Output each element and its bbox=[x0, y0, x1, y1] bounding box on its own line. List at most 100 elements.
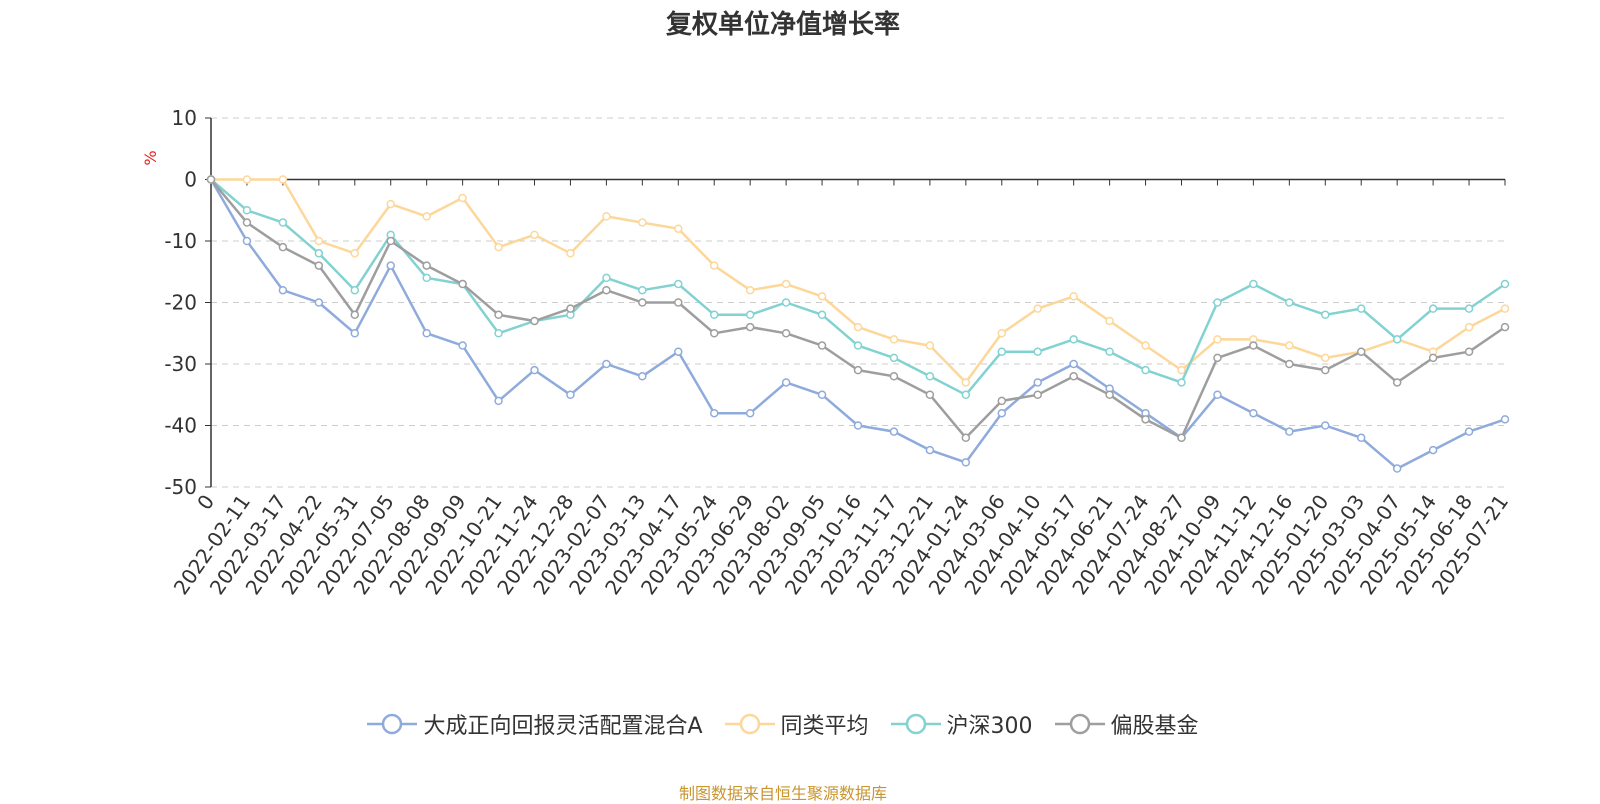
data-point-1 bbox=[1321, 353, 1330, 363]
data-point-2 bbox=[961, 390, 971, 399]
data-point-0 bbox=[350, 329, 360, 338]
data-point-1 bbox=[745, 285, 755, 295]
data-point-2 bbox=[1428, 304, 1438, 313]
data-point-2 bbox=[1141, 365, 1150, 375]
data-point-2 bbox=[242, 206, 252, 215]
data-point-3 bbox=[566, 304, 575, 313]
data-point-0 bbox=[781, 378, 791, 387]
legend-label: 偏股基金 bbox=[1110, 714, 1199, 739]
data-point-3 bbox=[1105, 390, 1114, 399]
data-point-0 bbox=[674, 347, 683, 356]
data-point-3 bbox=[817, 341, 827, 350]
data-point-0 bbox=[1428, 445, 1438, 455]
data-point-3 bbox=[889, 372, 899, 381]
y-tick-label: -20 bbox=[164, 291, 197, 315]
y-tick-label: -30 bbox=[164, 352, 197, 376]
y-axis-label: % bbox=[141, 150, 160, 165]
data-point-2 bbox=[602, 273, 611, 283]
data-point-2 bbox=[745, 310, 755, 320]
data-point-1 bbox=[1285, 341, 1294, 350]
data-point-2 bbox=[494, 329, 503, 338]
data-point-1 bbox=[458, 193, 467, 203]
data-point-3 bbox=[278, 242, 288, 252]
legend-label: 同类平均 bbox=[780, 714, 869, 739]
data-point-2 bbox=[1105, 347, 1114, 356]
data-point-1 bbox=[386, 199, 395, 209]
data-point-2 bbox=[1069, 335, 1078, 344]
legend-marker-icon bbox=[1054, 713, 1105, 735]
data-point-3 bbox=[1392, 378, 1402, 387]
series-line-2 bbox=[210, 178, 1506, 397]
data-point-3 bbox=[1356, 347, 1366, 356]
data-point-2 bbox=[1321, 310, 1330, 320]
data-point-3 bbox=[1285, 359, 1294, 369]
data-point-0 bbox=[530, 365, 539, 375]
data-point-2 bbox=[1464, 304, 1474, 313]
chart-title: 复权单位净值增长率 bbox=[665, 10, 900, 40]
data-point-0 bbox=[458, 341, 467, 350]
y-tick-label: 0 bbox=[184, 168, 197, 192]
data-point-1 bbox=[709, 261, 719, 270]
series-line-1 bbox=[211, 178, 1506, 384]
data-point-0 bbox=[638, 372, 647, 381]
data-point-3 bbox=[925, 390, 935, 399]
data-point-0 bbox=[925, 445, 935, 455]
legend-label: 大成正向回报灵活配置混合A bbox=[423, 714, 703, 739]
data-point-1 bbox=[422, 212, 431, 221]
data-point-1 bbox=[242, 175, 252, 184]
data-point-1 bbox=[925, 341, 935, 350]
data-point-2 bbox=[997, 347, 1007, 356]
data-point-1 bbox=[494, 242, 503, 252]
data-point-1 bbox=[602, 212, 611, 221]
data-point-2 bbox=[1285, 298, 1294, 307]
data-point-0 bbox=[1285, 427, 1294, 436]
data-point-2 bbox=[1033, 347, 1042, 356]
data-point-2 bbox=[817, 310, 827, 320]
data-point-3 bbox=[745, 322, 755, 332]
data-point-2 bbox=[638, 285, 647, 295]
data-point-3 bbox=[1249, 341, 1258, 350]
data-point-3 bbox=[1500, 322, 1510, 332]
data-point-1 bbox=[1213, 335, 1222, 344]
data-point-0 bbox=[745, 408, 755, 418]
data-point-3 bbox=[206, 175, 216, 184]
data-point-3 bbox=[709, 329, 719, 338]
data-point-2 bbox=[853, 341, 863, 350]
y-tick-label: -10 bbox=[164, 229, 197, 253]
data-point-0 bbox=[997, 408, 1007, 418]
data-point-3 bbox=[314, 261, 324, 270]
legend-marker-icon bbox=[890, 713, 941, 735]
data-point-2 bbox=[674, 279, 683, 289]
data-point-1 bbox=[566, 249, 575, 258]
data-point-3 bbox=[961, 433, 971, 443]
data-point-0 bbox=[1249, 408, 1258, 418]
data-point-3 bbox=[1428, 353, 1438, 363]
data-point-2 bbox=[314, 249, 324, 258]
data-point-0 bbox=[566, 390, 575, 399]
data-point-2 bbox=[709, 310, 719, 320]
data-point-0 bbox=[1069, 359, 1078, 369]
data-point-0 bbox=[709, 408, 719, 418]
data-point-1 bbox=[674, 224, 683, 233]
data-point-2 bbox=[1392, 335, 1402, 344]
y-tick-label: -40 bbox=[164, 414, 197, 438]
data-point-3 bbox=[997, 396, 1007, 406]
data-point-3 bbox=[1464, 347, 1474, 356]
data-point-0 bbox=[422, 329, 431, 338]
data-point-3 bbox=[602, 285, 611, 295]
legend-marker-icon bbox=[367, 713, 418, 735]
x-tick-label: 0 bbox=[192, 490, 219, 514]
legend-item[interactable]: 偏股基金 bbox=[1054, 708, 1199, 740]
data-point-2 bbox=[350, 285, 360, 295]
data-point-0 bbox=[386, 261, 395, 270]
chart-legend: 大成正向回报灵活配置混合A 同类平均 沪深300 偏股基金 bbox=[0, 708, 1566, 740]
legend-item[interactable]: 同类平均 bbox=[724, 708, 869, 740]
data-point-2 bbox=[1213, 298, 1222, 307]
data-point-2 bbox=[1356, 304, 1366, 313]
data-point-1 bbox=[781, 279, 791, 289]
legend-item[interactable]: 大成正向回报灵活配置混合A bbox=[367, 708, 703, 740]
data-point-1 bbox=[889, 335, 899, 344]
source-note: 制图数据来自恒生聚源数据库 bbox=[678, 784, 887, 803]
legend-item[interactable]: 沪深300 bbox=[890, 708, 1033, 740]
data-point-3 bbox=[1069, 372, 1078, 381]
